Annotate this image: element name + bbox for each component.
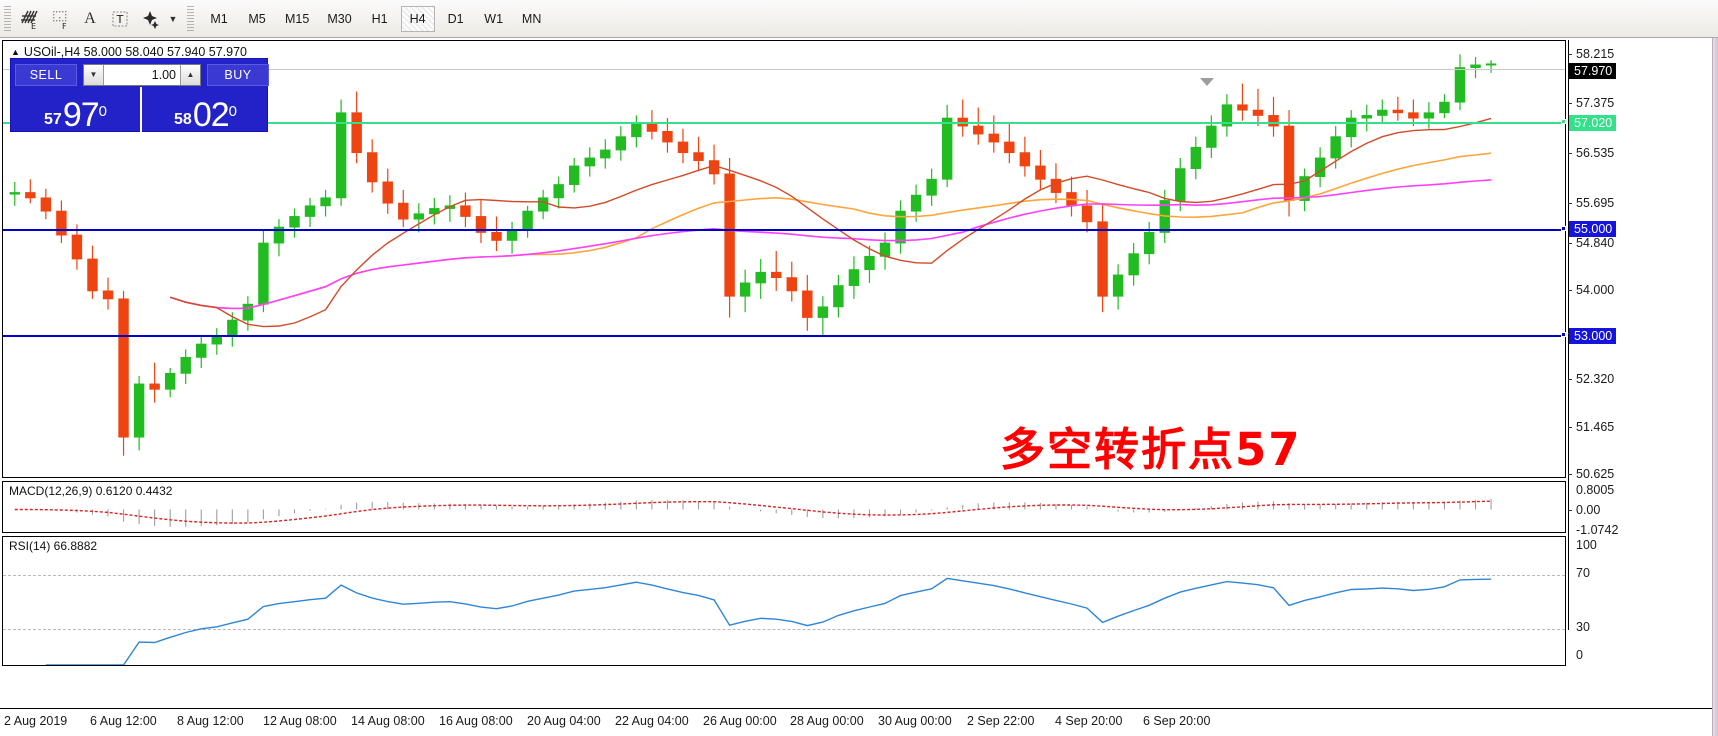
rsi-tick-30: 30 xyxy=(1576,620,1590,634)
timeframe-w1[interactable]: W1 xyxy=(484,11,504,26)
macd-tick-low: -1.0742 xyxy=(1576,523,1619,537)
chart-annotation-text: 多空转折点57 xyxy=(1000,423,1302,476)
rsi-tick-100: 100 xyxy=(1576,538,1597,552)
rsi-tick-70: 70 xyxy=(1576,566,1590,580)
macd-tick-high: 0.8005 xyxy=(1576,483,1615,497)
current-price-tag: 57.970 xyxy=(1569,63,1617,79)
symbol-header: ▲ USOil-,H4 58.000 58.040 57.940 57.970 xyxy=(11,45,247,59)
rsi-level-30-line xyxy=(3,629,1565,630)
time-tick-2: 8 Aug 12:00 xyxy=(177,714,244,728)
macd-label: MACD(12,26,9) 0.6120 0.4432 xyxy=(9,484,173,498)
level-handle-57020[interactable] xyxy=(1561,119,1566,124)
sell-button[interactable]: SELL xyxy=(15,63,77,86)
price-tick-50625: 50.625 xyxy=(1568,467,1614,481)
macd-pane[interactable]: MACD(12,26,9) 0.6120 0.4432 xyxy=(2,481,1566,533)
time-tick-9: 28 Aug 00:00 xyxy=(790,714,864,728)
volume-input[interactable]: 1.00 xyxy=(104,64,180,85)
price-tick-54840: 54.840 xyxy=(1568,236,1614,250)
rsi-level-70-line xyxy=(3,575,1565,576)
level-tag-57020[interactable]: 57.020 xyxy=(1569,115,1617,131)
timeframe-m30[interactable]: M30 xyxy=(327,11,352,26)
rsi-tick-0: 0 xyxy=(1576,648,1583,662)
time-tick-1: 6 Aug 12:00 xyxy=(90,714,157,728)
indicators-icon[interactable]: E xyxy=(15,4,45,34)
timeframe-grip[interactable] xyxy=(187,5,194,32)
timeframe-mn[interactable]: MN xyxy=(521,11,542,26)
level-line-55000[interactable] xyxy=(3,229,1565,231)
rsi-pane[interactable]: RSI(14) 66.8882 xyxy=(2,536,1566,666)
time-tick-6: 20 Aug 04:00 xyxy=(527,714,601,728)
timeframe-d1[interactable]: D1 xyxy=(447,11,464,26)
rsi-canvas xyxy=(45,577,1492,665)
timeframe-m1[interactable]: M1 xyxy=(210,11,228,26)
price-scale[interactable]: 58.215 57.970 57.375 57.020 56.535 55.69… xyxy=(1568,40,1710,662)
macd-tick-zero: 0.00 xyxy=(1568,503,1600,517)
buy-price-lead: 58 xyxy=(174,111,192,128)
time-scale[interactable]: 2 Aug 2019 6 Aug 12:00 8 Aug 12:00 12 Au… xyxy=(0,708,1718,736)
level-line-57020[interactable] xyxy=(3,122,1565,124)
time-tick-5: 16 Aug 08:00 xyxy=(439,714,513,728)
svg-text:T: T xyxy=(116,13,124,26)
one-click-trading-panel[interactable]: SELL ▼ 1.00 ▲ BUY 57 97 0 58 02 0 xyxy=(10,58,269,133)
crosshair-grid-icon[interactable]: F xyxy=(45,4,75,34)
buy-price-fraction: 0 xyxy=(228,103,237,120)
timeframe-h4[interactable]: H4 xyxy=(400,5,435,32)
buy-price-cell[interactable]: 58 02 0 xyxy=(140,87,269,133)
price-tick-58215: 58.215 xyxy=(1568,47,1614,61)
one-click-trading-controls: SELL ▼ 1.00 ▲ BUY xyxy=(11,59,269,87)
time-tick-0: 2 Aug 2019 xyxy=(4,714,68,728)
buy-button[interactable]: BUY xyxy=(207,63,269,86)
price-tick-51465: 51.465 xyxy=(1568,420,1614,434)
level-handle-53000[interactable] xyxy=(1561,332,1566,337)
vertical-scrollbar[interactable] xyxy=(1712,38,1718,736)
price-tick-52320: 52.320 xyxy=(1568,372,1614,386)
time-tick-4: 14 Aug 08:00 xyxy=(351,714,425,728)
chart-scroll-marker-icon xyxy=(1200,78,1214,86)
text-object-icon[interactable]: T xyxy=(105,4,135,34)
timeframe-buttons: M1 M5 M15 M30 H1 H4 D1 W1 MN xyxy=(200,5,551,32)
chart-area[interactable]: ▲ USOil-,H4 58.000 58.040 57.940 57.970 多… xyxy=(0,38,1718,736)
objects-icon[interactable] xyxy=(135,4,165,34)
price-tick-54000: 54.000 xyxy=(1568,283,1614,297)
text-label-icon[interactable]: A xyxy=(84,9,96,27)
svg-text:E: E xyxy=(31,22,36,30)
price-tick-55695: 55.695 xyxy=(1568,196,1614,210)
collapse-triangle-icon[interactable]: ▲ xyxy=(11,47,20,57)
rsi-label: RSI(14) 66.8882 xyxy=(9,539,98,553)
level-handle-55000[interactable] xyxy=(1561,226,1566,231)
timeframe-m5[interactable]: M5 xyxy=(248,11,266,26)
volume-stepper[interactable]: ▼ 1.00 ▲ xyxy=(83,63,201,86)
time-tick-10: 30 Aug 00:00 xyxy=(878,714,952,728)
time-tick-8: 26 Aug 00:00 xyxy=(703,714,777,728)
time-tick-12: 4 Sep 20:00 xyxy=(1055,714,1123,728)
macd-canvas xyxy=(14,499,1492,527)
time-tick-13: 6 Sep 20:00 xyxy=(1143,714,1211,728)
time-tick-11: 2 Sep 22:00 xyxy=(967,714,1035,728)
timeframe-h1[interactable]: H1 xyxy=(371,11,388,26)
sell-price-main: 97 xyxy=(62,95,100,134)
timeframe-m15[interactable]: M15 xyxy=(285,11,310,26)
objects-dropdown-icon[interactable]: ▼ xyxy=(168,13,178,24)
svg-text:F: F xyxy=(62,22,67,30)
level-tag-53000[interactable]: 53.000 xyxy=(1569,328,1617,344)
sell-price-fraction: 0 xyxy=(98,103,107,120)
level-tag-55000[interactable]: 55.000 xyxy=(1569,221,1617,237)
bid-price-line xyxy=(3,69,1565,70)
sell-price-cell[interactable]: 57 97 0 xyxy=(11,87,140,133)
time-tick-3: 12 Aug 08:00 xyxy=(263,714,337,728)
price-tick-56535: 56.535 xyxy=(1568,146,1614,160)
price-axis-line xyxy=(1568,40,1569,630)
sell-price-lead: 57 xyxy=(44,111,62,128)
level-line-53000[interactable] xyxy=(3,335,1565,337)
chart-toolbar: E F A xyxy=(0,0,1718,38)
price-tick-57375: 57.375 xyxy=(1568,96,1614,110)
symbol-header-text: USOil-,H4 58.000 58.040 57.940 57.970 xyxy=(23,45,247,59)
buy-price-main: 02 xyxy=(192,95,230,134)
volume-decrease-icon[interactable]: ▼ xyxy=(84,64,104,85)
volume-increase-icon[interactable]: ▲ xyxy=(180,64,200,85)
toolbar-grip[interactable] xyxy=(4,5,11,32)
one-click-trading-prices: 57 97 0 58 02 0 xyxy=(11,87,269,133)
time-tick-7: 22 Aug 04:00 xyxy=(615,714,689,728)
